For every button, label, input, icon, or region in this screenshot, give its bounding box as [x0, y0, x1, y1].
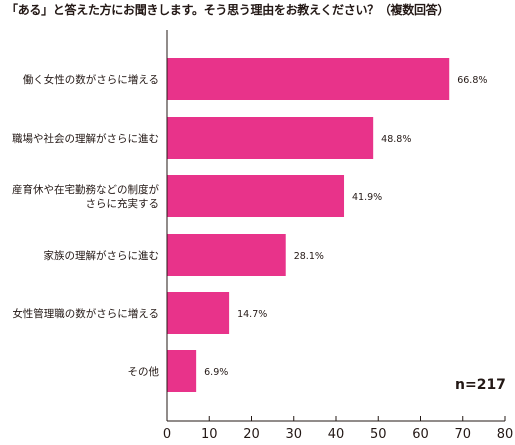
category-label-4: 女性管理職の数がさらに増える	[12, 307, 159, 320]
value-label-0: 66.8%	[457, 75, 487, 86]
x-tick-label-0: 0	[163, 427, 171, 442]
axes-group: 0 10 20 30 40 50 60 70 80	[163, 30, 513, 442]
category-label-2-1: さらに充実する	[86, 197, 160, 210]
x-tick-label-2: 20	[243, 427, 260, 442]
category-label-5: その他	[128, 365, 160, 378]
bar-4	[167, 292, 230, 334]
bar-5	[167, 350, 197, 392]
x-tick-label-7: 70	[454, 427, 471, 442]
bar-1	[167, 117, 374, 159]
sample-size-label: n=217	[455, 377, 506, 393]
value-label-3: 28.1%	[294, 251, 324, 262]
x-tick-label-4: 40	[328, 427, 345, 442]
category-label-3: 家族の理解がさらに進む	[44, 249, 160, 262]
value-label-5: 6.9%	[204, 367, 228, 378]
x-tick-label-5: 50	[370, 427, 387, 442]
category-label-2-0: 産育休や在宅勤務などの制度が	[12, 183, 159, 196]
value-label-4: 14.7%	[237, 309, 267, 320]
bar-3	[167, 234, 286, 276]
bars-group: 66.8% 働く女性の数がさらに増える 48.8% 職場や社会の理解がさらに進む 41.…	[12, 58, 487, 392]
x-tick-label-8: 80	[497, 427, 514, 442]
value-label-1: 48.8%	[381, 134, 411, 145]
category-label-1: 職場や社会の理解がさらに進む	[12, 132, 159, 145]
bar-0	[167, 58, 450, 100]
bar-2	[167, 175, 345, 217]
x-tick-label-6: 60	[412, 427, 429, 442]
category-label-0: 働く女性の数がさらに増える	[23, 73, 159, 86]
value-label-2: 41.9%	[352, 192, 382, 203]
x-tick-label-1: 10	[201, 427, 218, 442]
chart-title: 「ある」と答えた方にお聞きします。そう思う理由をお教えください？（複数回答）	[6, 3, 450, 17]
x-tick-label-3: 30	[285, 427, 302, 442]
